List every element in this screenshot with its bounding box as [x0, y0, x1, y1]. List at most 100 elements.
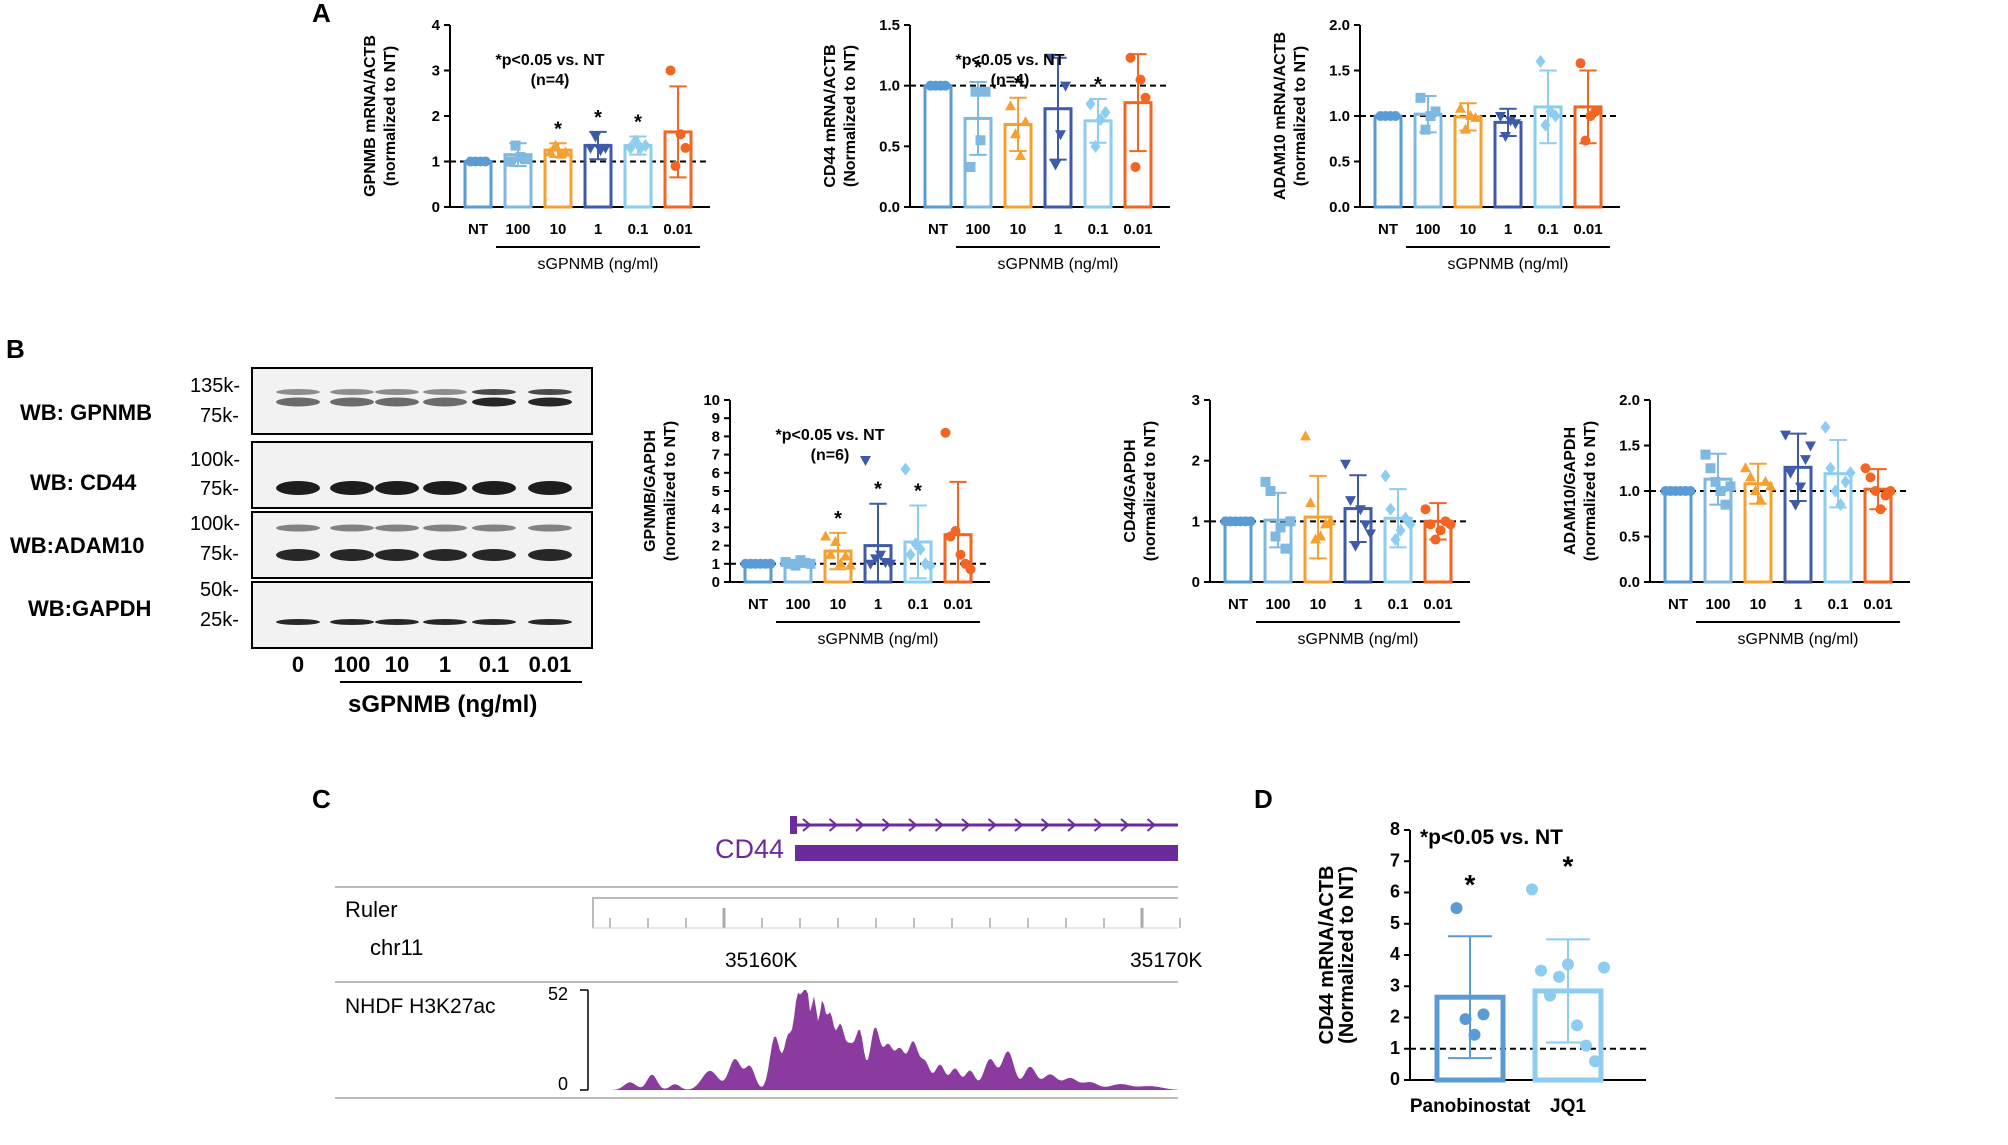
bar-group-0.1 [1533, 54, 1563, 209]
x-tick-label: 0.01 [663, 221, 692, 238]
x-axis-label: sGPNMB (ng/ml) [998, 256, 1119, 273]
data-point [835, 557, 846, 568]
data-point [680, 142, 691, 153]
x-tick-label: 0.01 [1573, 221, 1602, 238]
data-point [875, 550, 886, 561]
wb-band [276, 619, 320, 625]
data-point [1571, 1019, 1583, 1032]
x-tick-label: 10 [1310, 596, 1327, 613]
significance-star: * [634, 111, 642, 133]
data-point [940, 80, 951, 91]
wb-band [472, 549, 516, 561]
wb-band [276, 389, 320, 395]
signal-label: NHDF H3K27ac [345, 995, 496, 1018]
bar-group-10: * [820, 508, 856, 584]
wb-band [375, 549, 419, 561]
data-point [915, 542, 926, 556]
data-point [965, 161, 976, 172]
stat-note: *p<0.05 vs. NT [776, 427, 885, 444]
data-point [1420, 124, 1431, 135]
panel-label-d: D [1254, 784, 1273, 814]
data-point [1060, 81, 1071, 92]
data-point [950, 526, 961, 537]
data-point [1405, 517, 1416, 531]
bar-group-0.1: * [623, 111, 653, 209]
stat-note: *p<0.05 vs. NT [1420, 826, 1563, 849]
data-point [1750, 485, 1761, 495]
data-point [1245, 516, 1256, 527]
chart-d: CD44 mRNA/ACTB(Normalized to NT) 0 1 2 3 4 5 6 7… [1316, 819, 1646, 1117]
data-point [1720, 499, 1731, 510]
stat-note-n: (n=4) [531, 72, 570, 89]
bar-group-10 [1740, 462, 1776, 584]
wb-lane-label: 0.1 [479, 652, 510, 677]
data-point [1790, 500, 1801, 511]
gene-label: CD44 [715, 834, 784, 864]
data-point [905, 548, 916, 562]
y-tick-label: 1.0 [1329, 108, 1350, 125]
h3k27ac-signal [592, 990, 1178, 1090]
wb-band [330, 549, 374, 561]
data-point [550, 139, 561, 150]
y-tick-label: 9 [712, 410, 720, 427]
wb-bands [276, 389, 572, 625]
data-point [1270, 531, 1281, 542]
data-point [1535, 54, 1546, 68]
wb-band [472, 397, 516, 407]
data-point [1805, 441, 1816, 452]
y-tick-label: 2.0 [1619, 392, 1640, 409]
bar-group-NT [1660, 486, 1696, 584]
wb-band [375, 397, 419, 407]
y-tick-label: 7 [712, 447, 720, 464]
wb-row-4-membrane [251, 581, 593, 649]
bar [463, 160, 493, 209]
data-point [1820, 420, 1831, 434]
chart-b2: CD44/GAPDH (normalized to NT) 0 1 2 3 NT 100 10 1… [1122, 392, 1470, 648]
data-point [885, 559, 896, 570]
wb-band [528, 549, 572, 561]
panel-label-a: A [312, 0, 331, 28]
significance-star: * [1094, 74, 1102, 96]
strand-arrow [1067, 818, 1077, 832]
data-point [1575, 58, 1586, 69]
data-point [1430, 106, 1441, 117]
wb-band [528, 524, 572, 532]
wb-band [375, 481, 419, 495]
data-point [560, 146, 571, 157]
data-point [1725, 481, 1736, 492]
data-point [1765, 480, 1776, 491]
data-point [1835, 498, 1846, 512]
bar-group-0.01 [1860, 463, 1896, 584]
data-point [1020, 116, 1031, 127]
wb-band [423, 524, 467, 532]
y-tick-label: 2.0 [1329, 17, 1350, 34]
strand-arrow [908, 818, 918, 832]
bar-group-1 [1043, 53, 1073, 209]
y-tick-label: 4 [432, 17, 441, 34]
wb-row-3-marker-2: 75k- [200, 543, 239, 565]
strand-arrow [1040, 818, 1051, 832]
bar-group-0.1 [1380, 469, 1416, 584]
y-tick-label: 2 [712, 538, 720, 555]
data-point [590, 132, 601, 143]
data-point [1095, 113, 1106, 127]
chrom-label: chr11 [370, 935, 423, 960]
wb-band [375, 524, 419, 532]
data-point [1745, 471, 1756, 482]
data-point [1875, 504, 1886, 515]
y-tick-label: 3 [1192, 392, 1200, 409]
data-point [1380, 469, 1391, 483]
data-point [970, 86, 981, 97]
wb-band [528, 481, 572, 495]
data-point [865, 559, 876, 570]
ruler-pos-2: 35170K [1130, 949, 1202, 972]
chart-a2: CD44 mRNA/ACTB (Normalized to NT) 0.0 0.5 1.… [822, 17, 1170, 273]
significance-star: * [1563, 850, 1574, 881]
data-point [625, 141, 636, 155]
wb-band [423, 549, 467, 561]
data-point [1830, 484, 1841, 498]
ruler-ticks [592, 898, 1181, 929]
strand-arrow [1146, 818, 1157, 832]
data-point [900, 462, 911, 476]
data-point [1459, 1013, 1472, 1026]
